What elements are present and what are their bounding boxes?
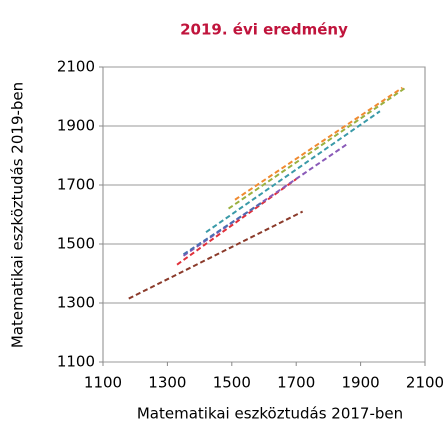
y-tick-label: 1300 — [57, 294, 95, 312]
y-tick-label: 1900 — [57, 117, 95, 135]
y-tick-label: 1700 — [57, 176, 95, 194]
series-line — [182, 142, 349, 257]
series-line — [182, 200, 265, 256]
x-tick-label: 1300 — [148, 374, 186, 392]
y-tick-label: 1100 — [57, 353, 95, 371]
series-line — [128, 210, 304, 300]
series-line — [228, 86, 407, 210]
x-tick-label: 1900 — [342, 374, 380, 392]
x-tick-label: 2100 — [406, 374, 444, 392]
x-tick-label: 1700 — [277, 374, 315, 392]
series-line — [234, 86, 404, 201]
series-line — [176, 178, 297, 266]
x-tick-label: 1100 — [84, 374, 122, 392]
y-tick-label: 2100 — [57, 58, 95, 76]
y-axis-label: Matematikai eszköztudás 2019-ben — [9, 82, 27, 348]
plot-frame — [102, 66, 426, 363]
y-tick-label: 1500 — [57, 235, 95, 253]
x-axis-label: Matematikai eszköztudás 2017-ben — [137, 405, 403, 423]
chart-title: 2019. évi eredmény — [180, 21, 348, 39]
series-line — [205, 110, 381, 234]
x-tick-label: 1500 — [213, 374, 251, 392]
